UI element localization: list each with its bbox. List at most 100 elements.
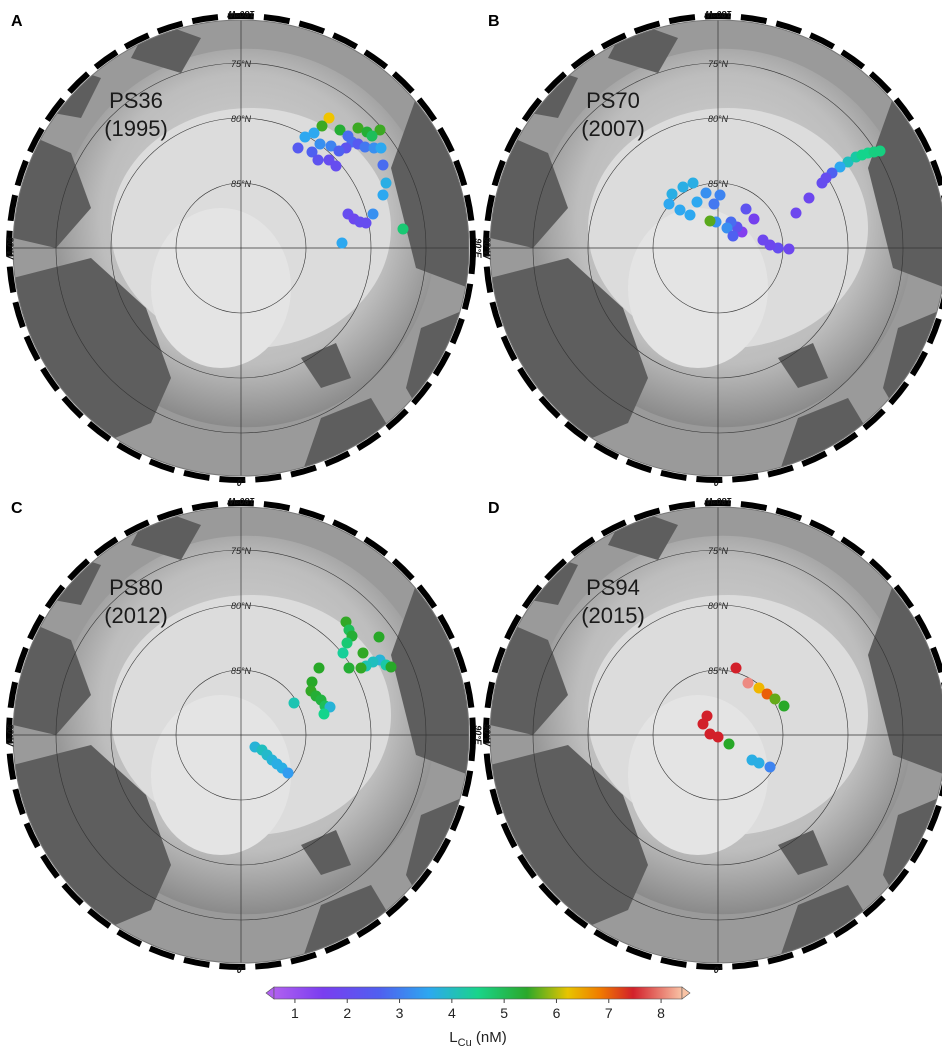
colorbar-tick-label: 4: [448, 1005, 456, 1021]
station-marker: [334, 124, 346, 136]
map-border: [489, 19, 942, 477]
station-marker: [674, 204, 686, 216]
station-marker: [764, 761, 776, 773]
graticule: 75°N80°N85°N: [490, 507, 942, 963]
map-frame-ticks: [6, 13, 476, 483]
station-marker: [708, 198, 720, 210]
colorbar-tick-label: 8: [657, 1005, 665, 1021]
station-marker: [385, 661, 397, 673]
station-marker: [359, 141, 371, 153]
station-marker: [684, 209, 696, 221]
colorbar-title: LCu (nM): [449, 1029, 506, 1047]
station-marker: [761, 688, 773, 700]
station-marker: [325, 140, 337, 152]
station-marker: [742, 677, 754, 689]
cruise-year: (2007): [581, 116, 645, 141]
station-marker: [308, 127, 320, 139]
station-marker: [704, 215, 716, 227]
longitude-label-top: 180°W: [226, 9, 255, 19]
station-marker: [753, 757, 765, 769]
station-marker: [816, 177, 828, 189]
longitude-label-bottom: 0°: [237, 478, 246, 488]
map-frame-ticks: [6, 500, 476, 970]
station-marker: [753, 682, 765, 694]
station-marker: [360, 217, 372, 229]
station-marker: [677, 181, 689, 193]
station-marker: [355, 662, 367, 674]
station-marker: [330, 160, 342, 172]
station-marker: [769, 693, 781, 705]
station-marker: [748, 213, 760, 225]
station-marker: [352, 122, 364, 134]
longitude-label-right: 90°E: [473, 725, 483, 746]
eurasian-basin: [151, 695, 291, 855]
cruise-year: (2015): [581, 603, 645, 628]
cruise-name: PS94: [586, 575, 640, 600]
longitude-label-bottom: 0°: [714, 478, 723, 488]
station-marker: [333, 145, 345, 157]
canadian-archipelago-land: [490, 615, 568, 735]
station-marker: [803, 192, 815, 204]
station-marker: [299, 131, 311, 143]
cruise-name: PS70: [586, 88, 640, 113]
map-frame-ticks: [483, 13, 942, 483]
canadian-archipelago-land: [13, 615, 91, 735]
station-marker: [723, 738, 735, 750]
station-marker: [316, 120, 328, 132]
station-marker: [842, 156, 854, 168]
longitude-label-top: 180°W: [703, 496, 732, 506]
station-marker: [374, 124, 386, 136]
colorbar: 1 2 3 4 5 6 7 8 LCu (nM): [265, 986, 691, 1047]
longitude-label-top: 180°W: [703, 9, 732, 19]
station-marker: [714, 189, 726, 201]
colorbar-tick-label: 5: [500, 1005, 508, 1021]
longitude-label-left: 90°W: [482, 237, 492, 261]
colorbar-tick-label: 6: [553, 1005, 561, 1021]
station-markers: [249, 616, 397, 779]
station-marker: [318, 708, 330, 720]
svalbard-land: [778, 343, 828, 388]
station-marker: [691, 196, 703, 208]
graticule: 75°N80°N85°N: [490, 20, 942, 476]
cruise-name: PS36: [109, 88, 163, 113]
station-marker: [740, 203, 752, 215]
station-marker: [377, 189, 389, 201]
station-marker: [663, 198, 675, 210]
station-marker: [306, 676, 318, 688]
station-marker: [337, 647, 349, 659]
graticule: 75°N80°N85°N: [13, 507, 469, 963]
station-marker: [721, 222, 733, 234]
station-marker: [380, 177, 392, 189]
station-marker: [874, 145, 886, 157]
station-marker: [757, 234, 769, 246]
longitude-label-bottom: 0°: [237, 965, 246, 975]
colorbar-title-sub: Cu: [458, 1037, 472, 1047]
longitude-label-left: 90°W: [482, 724, 492, 748]
station-marker: [323, 112, 335, 124]
station-marker: [397, 223, 409, 235]
station-marker: [357, 647, 369, 659]
station-marker: [306, 146, 318, 158]
station-marker: [367, 208, 379, 220]
cruise-year: (1995): [104, 116, 168, 141]
station-markers: [697, 662, 790, 773]
station-marker: [312, 154, 324, 166]
map-border: [12, 19, 470, 477]
station-marker: [336, 237, 348, 249]
panel-letter: B: [488, 13, 500, 30]
map-border: [12, 506, 470, 964]
eurasian-basin: [151, 208, 291, 368]
station-marker: [375, 142, 387, 154]
colorbar-low-arrow: [265, 986, 275, 1000]
colorbar-tick-label: 1: [291, 1005, 299, 1021]
svalbard-land: [301, 830, 351, 875]
graticule: 75°N80°N85°N: [13, 20, 469, 476]
station-marker: [790, 207, 802, 219]
station-marker: [700, 187, 712, 199]
longitude-label-bottom: 0°: [714, 965, 723, 975]
station-marker: [314, 138, 326, 150]
station-marker: [778, 700, 790, 712]
